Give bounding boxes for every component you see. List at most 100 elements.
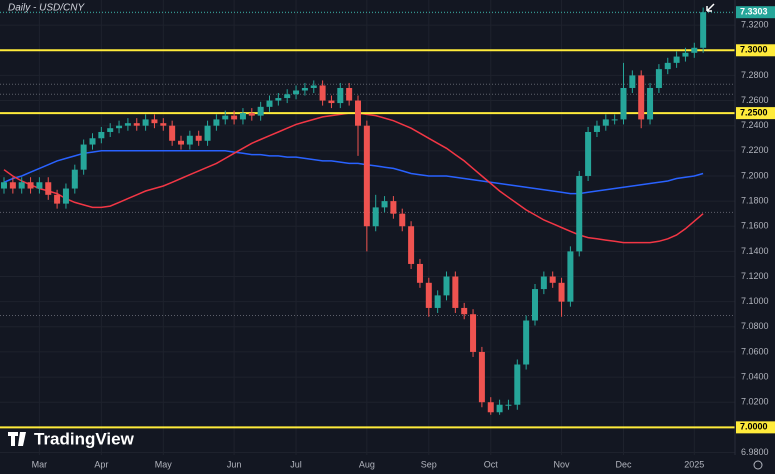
x-tick-label: Oct (484, 459, 499, 469)
plot (0, 7, 735, 429)
candle-body (505, 404, 512, 406)
candle-body (461, 307, 468, 315)
candle-body (178, 140, 184, 145)
y-tick-label: 7.0600 (741, 346, 769, 356)
candle-body (496, 404, 503, 413)
candle-body (399, 213, 406, 227)
y-tick-label: 7.2600 (741, 95, 769, 105)
candle-body (567, 251, 574, 302)
candle-body (549, 276, 556, 283)
y-tick-label: 7.0800 (741, 321, 769, 331)
y-tick-label: 7.2000 (741, 170, 769, 180)
candle-body (611, 119, 618, 121)
candle-body (80, 144, 87, 170)
x-tick-label: Nov (554, 459, 571, 469)
candle-body (231, 115, 238, 120)
arrow-annotation (706, 3, 715, 12)
candle-body (363, 125, 370, 227)
candle-body (700, 12, 707, 48)
x-tick-label: May (155, 459, 173, 469)
x-tick-label: Apr (94, 459, 108, 469)
candle-body (416, 263, 423, 283)
key-level-tag (736, 44, 775, 57)
candle-body (372, 207, 379, 227)
candle-body (248, 113, 255, 116)
x-tick-label: 2025 (684, 459, 704, 469)
y-tick-label: 7.2800 (741, 70, 769, 80)
y-tick-label: 7.0400 (741, 371, 769, 381)
candle-body (27, 182, 34, 189)
candle-body (673, 56, 680, 63)
candle-body (71, 169, 78, 189)
key-level-label: 7.2500 (740, 107, 768, 117)
candle-body (523, 320, 530, 365)
chart-title: Daily - USD/CNY (8, 3, 85, 14)
candle-body (390, 201, 397, 214)
y-tick-label: 7.1800 (741, 195, 769, 205)
candle-body (275, 98, 282, 101)
y-tick-label: 7.1200 (741, 271, 769, 281)
logo (8, 432, 26, 446)
key-level-label: 7.0000 (740, 422, 768, 432)
candle-body (36, 182, 43, 189)
x-tick-label: Sep (421, 459, 437, 469)
candle-body (638, 75, 645, 120)
last-price-label: 7.3303 (740, 7, 768, 17)
y-tick-label: 7.0200 (741, 397, 769, 407)
candle-body (169, 125, 176, 141)
candle-body (107, 128, 114, 132)
candle-body (142, 119, 149, 126)
candle-body (602, 119, 609, 126)
candle-body (89, 138, 96, 145)
candle-body (284, 94, 291, 99)
key-level-label: 7.3000 (740, 45, 768, 55)
candle-body (691, 47, 698, 53)
candle-body (319, 85, 326, 101)
x-tick-label: Mar (32, 459, 48, 469)
candle-body (257, 106, 264, 116)
candle-body (558, 282, 565, 302)
last-price-tag (736, 6, 775, 19)
x-tick-label: Jul (290, 459, 302, 469)
candle-body (1, 182, 7, 189)
candle-body (532, 289, 538, 321)
y-tick-label: 7.2400 (741, 120, 769, 130)
candle-body (620, 87, 627, 120)
candle-body (434, 295, 441, 308)
candle-body (452, 276, 459, 308)
candle-body (514, 364, 521, 405)
candle-body (540, 276, 547, 290)
candle-body (664, 62, 671, 70)
settings-icon[interactable] (753, 460, 763, 470)
candle-body (381, 201, 388, 208)
candle-body (682, 52, 689, 57)
candle-body (18, 182, 25, 189)
y-tick-label: 7.3200 (741, 20, 769, 30)
candle-body (487, 402, 494, 413)
y-tick-label: 6.9800 (741, 447, 769, 457)
candle-body (293, 90, 300, 95)
candle-body (593, 125, 600, 132)
candle-body (239, 113, 246, 120)
candle-body (45, 182, 52, 195)
candle-body (647, 87, 654, 120)
candle-body (328, 100, 335, 104)
candle-body (408, 226, 415, 264)
candle-body (222, 115, 229, 120)
x-tick-label: Dec (615, 459, 632, 469)
y-tick-label: 7.1000 (741, 296, 769, 306)
candle-body (9, 182, 16, 189)
watermark: TradingView (34, 429, 135, 448)
y-tick-label: 7.1400 (741, 246, 769, 256)
x-tick-label: Jun (227, 459, 242, 469)
moving-average (3, 150, 704, 195)
candle-body (266, 100, 273, 107)
candle-body (470, 314, 477, 352)
candle-body (443, 276, 450, 296)
candle-body (195, 135, 202, 141)
x-tick-label: Aug (359, 459, 375, 469)
candle-body (576, 175, 583, 252)
candle-body (655, 69, 662, 88)
candle-body (133, 123, 140, 126)
